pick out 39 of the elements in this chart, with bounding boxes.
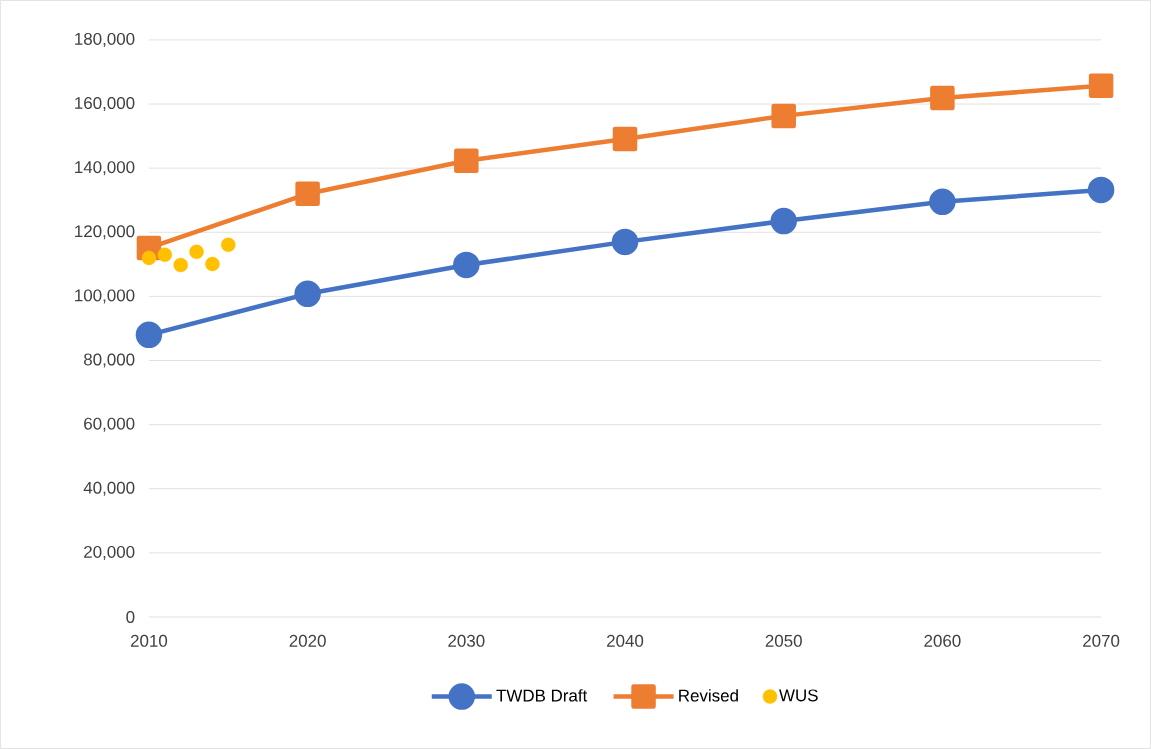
- x-tick-label: 2030: [448, 634, 485, 647]
- y-tick-label: 80,000: [84, 353, 135, 368]
- point: [1088, 73, 1114, 99]
- legend-label: TWDB Draft: [496, 689, 588, 702]
- point: [930, 85, 955, 111]
- point: [929, 188, 956, 216]
- point: [294, 280, 321, 308]
- x-tick-label: 2020: [289, 634, 326, 647]
- y-tick-label: 120,000: [75, 225, 135, 240]
- y-tick-label: 20,000: [84, 545, 135, 560]
- point: [771, 103, 796, 129]
- y-tick-label: 100,000: [75, 289, 135, 304]
- x-tick-label: 2070: [1083, 634, 1120, 647]
- point: [135, 321, 163, 349]
- point: [189, 244, 204, 260]
- y-tick-label: 0: [126, 611, 135, 624]
- x-tick-label: 2040: [607, 634, 644, 647]
- legend-label: Revised: [679, 689, 738, 702]
- point: [454, 148, 479, 174]
- point: [612, 126, 638, 152]
- point: [205, 256, 220, 272]
- point: [611, 228, 639, 256]
- legend-label: WUS: [779, 689, 818, 702]
- point: [295, 181, 320, 207]
- point: [1087, 176, 1115, 204]
- x-tick-label: 2050: [765, 634, 802, 647]
- y-tick-label: 60,000: [84, 417, 135, 432]
- y-tick-label: 40,000: [83, 481, 135, 496]
- point: [141, 250, 157, 266]
- point: [770, 207, 797, 235]
- y-tick-label: 180,000: [75, 32, 135, 47]
- point: [453, 251, 480, 279]
- point: [157, 247, 172, 262]
- x-tick-label: 2060: [924, 634, 961, 647]
- y-tick-label: 160,000: [75, 97, 135, 112]
- point: [221, 237, 236, 252]
- point: [173, 257, 188, 273]
- x-tick-label: 2010: [130, 634, 168, 647]
- y-tick-label: 140,000: [75, 161, 135, 176]
